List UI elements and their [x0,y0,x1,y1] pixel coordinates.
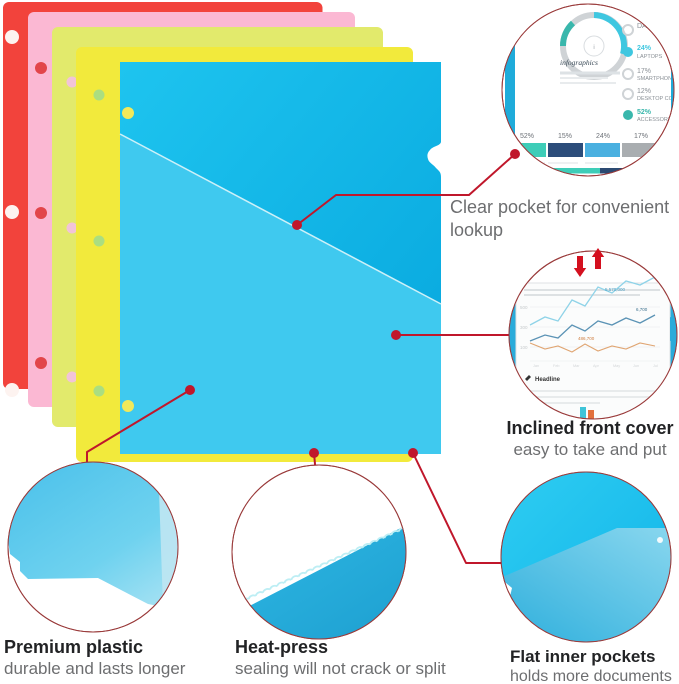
svg-text:LAPTOPS: LAPTOPS [637,54,663,60]
svg-text:300: 300 [520,325,528,330]
svg-text:52%: 52% [520,133,534,140]
svg-text:12%: 12% [637,88,651,95]
svg-text:Apr: Apr [593,364,600,368]
svg-text:72%: 72% [645,169,658,176]
svg-text:Jun: Jun [633,364,639,368]
svg-text:24%: 24% [596,133,610,140]
svg-text:55%: 55% [645,179,658,186]
svg-text:500: 500 [520,305,528,310]
svg-text:5,570,000: 5,570,000 [605,287,626,292]
svg-text:6,700: 6,700 [636,307,648,312]
svg-text:Jul: Jul [653,364,658,368]
svg-text:Jan: Jan [533,364,539,368]
svg-text:486,700: 486,700 [578,336,595,341]
svg-text:infographics: infographics [560,58,598,67]
svg-text:100: 100 [520,345,528,350]
svg-text:32%: 32% [645,189,658,196]
svg-text:24%: 24% [637,45,652,52]
svg-text:May: May [613,364,620,368]
svg-text:Feb: Feb [553,364,560,368]
svg-text:52%: 52% [637,109,652,116]
svg-text:17%: 17% [634,133,648,140]
svg-text:ACCESSORIES: ACCESSORIES [637,117,677,123]
svg-text:Headline: Headline [535,377,561,383]
svg-text:12%: 12% [665,133,679,140]
svg-text:15%: 15% [558,133,572,140]
svg-text:Mar: Mar [573,364,580,368]
svg-text:i: i [593,45,594,51]
svg-text:17%: 17% [637,68,651,75]
